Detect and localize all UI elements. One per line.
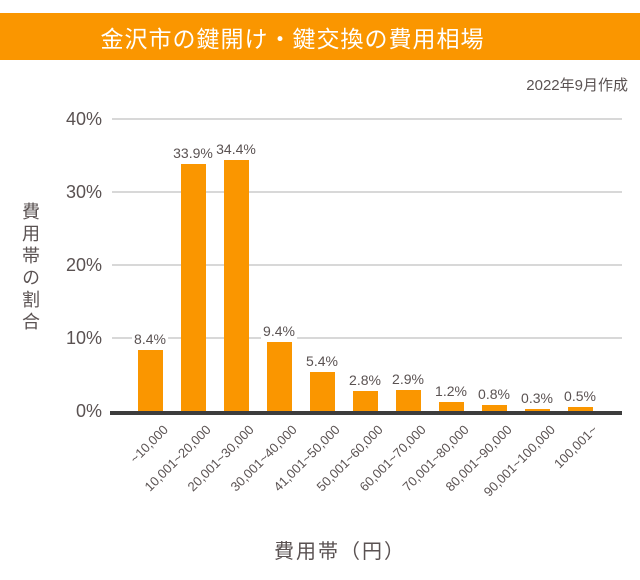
gridline [112, 191, 622, 193]
y-tick-label: 20% [65, 255, 102, 275]
gridline [112, 337, 622, 339]
bar-value-label: 5.4% [304, 353, 340, 370]
bar-value-label: 33.9% [171, 145, 215, 162]
gridline [112, 264, 622, 266]
bar [309, 372, 335, 411]
bar [481, 405, 507, 411]
y-axis-title: 費用帯の割合 [20, 202, 40, 334]
x-tick-label: 100,001~ [551, 422, 601, 472]
bar-value-label: 9.4% [261, 323, 297, 340]
y-tick-label: 10% [65, 328, 102, 348]
bar [524, 409, 550, 411]
date-note: 2022年9月作成 [526, 77, 628, 94]
bar-value-label: 0.5% [562, 388, 598, 405]
chart-title: 金沢市の鍵開け・鍵交換の費用相場 [100, 25, 485, 52]
title-banner: 金沢市の鍵開け・鍵交換の費用相場 [0, 13, 640, 60]
bar-value-label: 34.4% [214, 141, 258, 158]
bar-value-label: 0.8% [476, 386, 512, 403]
bar-value-label: 2.8% [347, 372, 383, 389]
gridline [112, 118, 622, 120]
bar [395, 390, 421, 411]
y-tick-label: 0% [75, 401, 102, 421]
bar [266, 342, 292, 411]
y-tick-label: 30% [65, 182, 102, 202]
bar [438, 402, 464, 411]
bar [223, 160, 249, 411]
x-axis-line [110, 411, 622, 415]
x-axis-title: 費用帯（円） [274, 541, 406, 563]
bar [180, 164, 206, 411]
bar-value-label: 0.3% [519, 390, 555, 407]
bar [567, 407, 593, 411]
y-tick-label: 40% [65, 109, 102, 129]
bar-value-label: 8.4% [132, 331, 168, 348]
bar-value-label: 1.2% [433, 383, 469, 400]
bar-value-label: 2.9% [390, 371, 426, 388]
bar [352, 391, 378, 411]
bar [137, 350, 163, 411]
